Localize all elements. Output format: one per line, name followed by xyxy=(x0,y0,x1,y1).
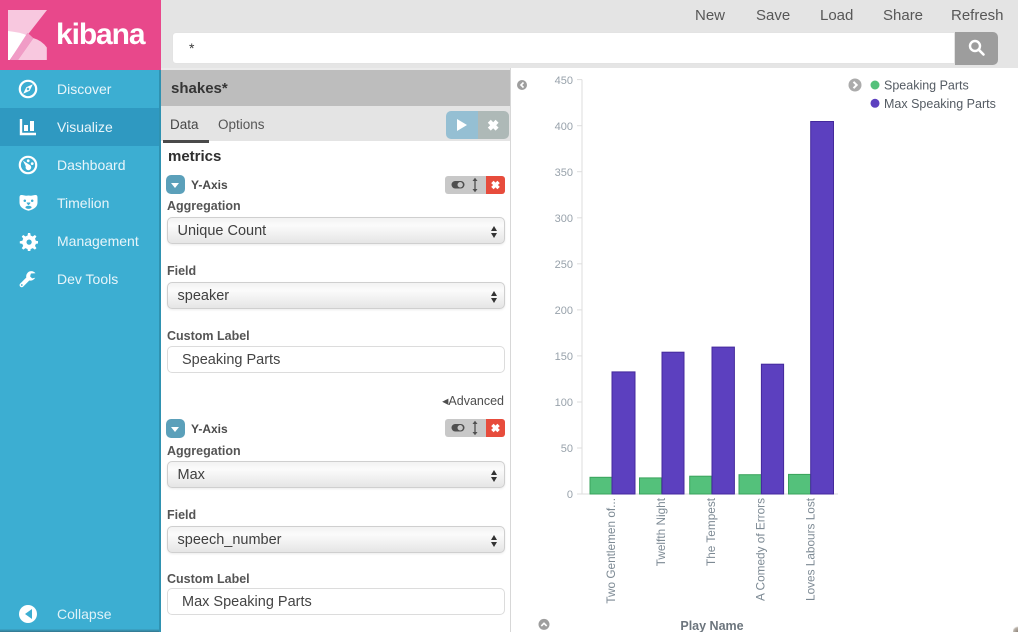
svg-text:The Tempest: The Tempest xyxy=(704,497,718,566)
svg-text:150: 150 xyxy=(555,351,573,363)
svg-text:100: 100 xyxy=(555,397,573,409)
svg-text:450: 450 xyxy=(555,75,573,87)
svg-text:A Comedy of Errors: A Comedy of Errors xyxy=(754,498,768,601)
svg-text:Max Speaking Parts: Max Speaking Parts xyxy=(884,97,996,111)
svg-text:200: 200 xyxy=(555,305,573,317)
svg-text:350: 350 xyxy=(555,167,573,179)
svg-text:0: 0 xyxy=(567,489,573,501)
svg-text:Play Name: Play Name xyxy=(680,619,743,632)
svg-text:Twelfth Night: Twelfth Night xyxy=(654,497,668,566)
svg-text:300: 300 xyxy=(555,213,573,225)
svg-text:50: 50 xyxy=(561,443,573,455)
svg-text:Loves Labours Lost: Loves Labours Lost xyxy=(804,497,818,601)
svg-text:250: 250 xyxy=(555,259,573,271)
svg-text:Two Gentlemen of...: Two Gentlemen of... xyxy=(604,498,618,604)
svg-text:400: 400 xyxy=(555,121,573,133)
svg-text:Speaking Parts: Speaking Parts xyxy=(884,79,969,93)
